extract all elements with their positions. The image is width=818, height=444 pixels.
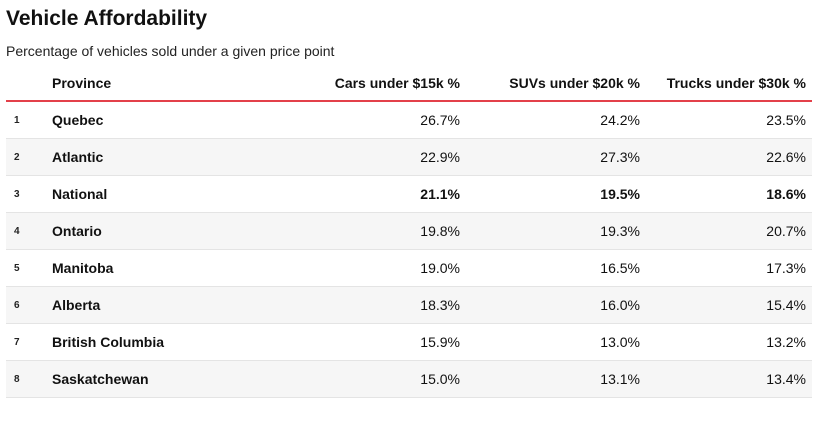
table-row: 8 Saskatchewan 15.0% 13.1% 13.4% bbox=[6, 360, 812, 398]
cars-value-cell: 26.7% bbox=[252, 101, 460, 139]
table-header: Province Cars under $15k % SUVs under $2… bbox=[6, 74, 812, 102]
cars-value-cell: 15.9% bbox=[252, 323, 460, 361]
trucks-value-cell: 17.3% bbox=[640, 249, 812, 287]
column-header-cars: Cars under $15k % bbox=[252, 74, 460, 102]
column-header-trucks: Trucks under $30k % bbox=[640, 74, 812, 102]
cars-value-cell: 22.9% bbox=[252, 138, 460, 176]
rank-cell: 3 bbox=[6, 175, 52, 213]
trucks-value-cell: 13.4% bbox=[640, 360, 812, 398]
cars-value-cell: 19.8% bbox=[252, 212, 460, 250]
table-row: 4 Ontario 19.8% 19.3% 20.7% bbox=[6, 212, 812, 250]
page-subtitle: Percentage of vehicles sold under a give… bbox=[6, 43, 335, 59]
suvs-value-cell: 24.2% bbox=[460, 101, 640, 139]
table-row: 1 Quebec 26.7% 24.2% 23.5% bbox=[6, 101, 812, 139]
table-row: 2 Atlantic 22.9% 27.3% 22.6% bbox=[6, 138, 812, 176]
column-header-rank bbox=[6, 74, 52, 102]
province-cell: British Columbia bbox=[52, 323, 252, 361]
cars-value-cell: 21.1% bbox=[252, 175, 460, 213]
rank-cell: 2 bbox=[6, 138, 52, 176]
table-body: 1 Quebec 26.7% 24.2% 23.5% 2 Atlantic 22.9% 27.3… bbox=[6, 101, 812, 398]
suvs-value-cell: 16.5% bbox=[460, 249, 640, 287]
affordability-table: Province Cars under $15k % SUVs under $2… bbox=[6, 74, 812, 398]
suvs-value-cell: 13.1% bbox=[460, 360, 640, 398]
trucks-value-cell: 15.4% bbox=[640, 286, 812, 324]
suvs-value-cell: 27.3% bbox=[460, 138, 640, 176]
suvs-value-cell: 13.0% bbox=[460, 323, 640, 361]
province-cell: Atlantic bbox=[52, 138, 252, 176]
province-cell: National bbox=[52, 175, 252, 213]
rank-cell: 6 bbox=[6, 286, 52, 324]
trucks-value-cell: 23.5% bbox=[640, 101, 812, 139]
header-row: Province Cars under $15k % SUVs under $2… bbox=[6, 74, 812, 102]
province-cell: Ontario bbox=[52, 212, 252, 250]
suvs-value-cell: 16.0% bbox=[460, 286, 640, 324]
table-row: 3 National 21.1% 19.5% 18.6% bbox=[6, 175, 812, 213]
table-row: 5 Manitoba 19.0% 16.5% 17.3% bbox=[6, 249, 812, 287]
cars-value-cell: 18.3% bbox=[252, 286, 460, 324]
column-header-suvs: SUVs under $20k % bbox=[460, 74, 640, 102]
trucks-value-cell: 20.7% bbox=[640, 212, 812, 250]
trucks-value-cell: 13.2% bbox=[640, 323, 812, 361]
rank-cell: 8 bbox=[6, 360, 52, 398]
province-cell: Alberta bbox=[52, 286, 252, 324]
page-title: Vehicle Affordability bbox=[6, 7, 208, 30]
suvs-value-cell: 19.5% bbox=[460, 175, 640, 213]
table-row: 7 British Columbia 15.9% 13.0% 13.2% bbox=[6, 323, 812, 361]
province-cell: Quebec bbox=[52, 101, 252, 139]
rank-cell: 7 bbox=[6, 323, 52, 361]
rank-cell: 4 bbox=[6, 212, 52, 250]
cars-value-cell: 19.0% bbox=[252, 249, 460, 287]
column-header-province: Province bbox=[52, 74, 252, 102]
cars-value-cell: 15.0% bbox=[252, 360, 460, 398]
trucks-value-cell: 22.6% bbox=[640, 138, 812, 176]
province-cell: Manitoba bbox=[52, 249, 252, 287]
trucks-value-cell: 18.6% bbox=[640, 175, 812, 213]
rank-cell: 1 bbox=[6, 101, 52, 139]
rank-cell: 5 bbox=[6, 249, 52, 287]
province-cell: Saskatchewan bbox=[52, 360, 252, 398]
page: Vehicle Affordability Percentage of vehi… bbox=[6, 7, 812, 398]
suvs-value-cell: 19.3% bbox=[460, 212, 640, 250]
table-row: 6 Alberta 18.3% 16.0% 15.4% bbox=[6, 286, 812, 324]
